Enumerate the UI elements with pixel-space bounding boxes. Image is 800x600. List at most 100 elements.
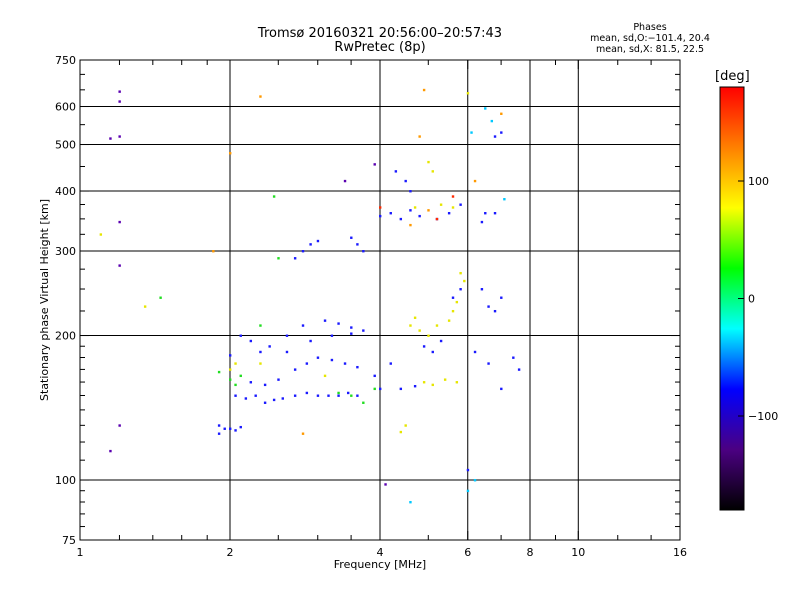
data-point — [447, 212, 451, 215]
data-point — [244, 397, 248, 400]
data-point — [413, 384, 417, 388]
data-point — [455, 381, 459, 384]
colorbar-tick-label: 0 — [748, 293, 755, 306]
data-point — [409, 500, 412, 504]
data-point — [316, 239, 320, 243]
x-tick-label: 2 — [227, 546, 234, 559]
y-tick-label: 400 — [55, 185, 76, 198]
data-point — [500, 296, 503, 299]
x-tick-label: 10 — [571, 546, 585, 559]
data-point — [422, 381, 426, 384]
data-point — [512, 356, 515, 359]
data-point — [217, 432, 221, 435]
data-point — [239, 374, 242, 378]
data-point — [500, 131, 503, 134]
data-point — [427, 334, 430, 337]
data-point — [118, 220, 121, 224]
data-point — [337, 391, 340, 395]
data-point — [327, 394, 330, 397]
data-point — [473, 479, 477, 482]
data-point — [493, 309, 497, 313]
data-point — [466, 92, 470, 95]
data-point — [350, 236, 353, 239]
data-point — [118, 100, 121, 103]
data-point — [439, 339, 443, 343]
data-point — [480, 220, 484, 224]
data-point — [343, 179, 347, 183]
phases-x-mode-stats: mean, sd,X: 81.5, 22.5 — [595, 44, 705, 55]
y-tick-label: 300 — [55, 245, 76, 258]
data-point — [379, 214, 382, 218]
data-point — [118, 135, 121, 138]
colorbar-unit-label: [deg] — [715, 69, 750, 84]
data-point — [263, 383, 267, 387]
data-point — [281, 397, 284, 400]
data-point — [309, 243, 312, 246]
data-point — [399, 430, 403, 434]
data-point — [239, 425, 242, 429]
data-point — [254, 394, 257, 397]
data-point — [350, 332, 353, 335]
data-point — [459, 271, 462, 275]
data-point — [373, 387, 376, 391]
data-point — [229, 368, 232, 371]
data-point — [223, 427, 226, 430]
data-point — [427, 160, 430, 164]
colorbar-tick-label: −100 — [748, 410, 778, 423]
data-point — [249, 381, 253, 384]
data-point — [389, 362, 392, 365]
data-point — [350, 394, 353, 397]
data-point — [109, 137, 112, 140]
data-point — [399, 217, 403, 221]
data-point — [268, 345, 271, 348]
data-point — [427, 209, 430, 212]
data-point — [301, 432, 305, 435]
data-point — [463, 279, 466, 283]
data-point — [249, 339, 253, 343]
data-point — [118, 90, 121, 93]
data-point — [439, 203, 443, 206]
data-point — [409, 209, 412, 212]
x-tick-label: 6 — [464, 546, 471, 559]
y-tick-label: 100 — [55, 474, 76, 487]
data-point — [277, 257, 280, 260]
data-point — [394, 170, 398, 173]
x-tick-label: 4 — [377, 546, 384, 559]
x-tick-label: 16 — [673, 546, 687, 559]
data-point — [272, 195, 276, 198]
chart-subtitle: RwPretec (8p) — [334, 40, 426, 55]
data-point — [443, 378, 447, 381]
y-tick-label: 750 — [55, 54, 76, 67]
data-point — [399, 387, 403, 391]
colorbar-tick-label: 100 — [748, 175, 769, 188]
y-tick-label: 75 — [62, 534, 76, 547]
data-point — [384, 483, 387, 486]
y-axis-label: Stationary phase Virtual Height [km] — [38, 199, 51, 401]
data-point — [263, 401, 267, 404]
data-point — [473, 179, 477, 183]
y-tick-label: 200 — [55, 330, 76, 343]
data-point — [466, 489, 470, 493]
data-point — [229, 152, 232, 155]
data-point — [422, 345, 426, 348]
data-point — [470, 131, 473, 134]
data-point — [404, 179, 407, 183]
x-axis-label: Frequency [MHz] — [334, 558, 426, 571]
data-point — [484, 107, 487, 110]
data-point — [293, 368, 297, 371]
data-point — [431, 170, 434, 173]
data-point — [451, 296, 455, 299]
data-point — [362, 329, 365, 332]
data-point — [487, 362, 490, 365]
data-point — [373, 374, 376, 378]
data-point — [356, 243, 359, 246]
data-point — [431, 383, 434, 387]
data-point — [229, 378, 232, 381]
data-point — [418, 214, 421, 218]
y-tick-label: 500 — [55, 139, 76, 152]
data-point — [234, 429, 237, 432]
data-point — [455, 300, 459, 304]
data-point — [118, 264, 121, 267]
data-point — [212, 250, 215, 253]
